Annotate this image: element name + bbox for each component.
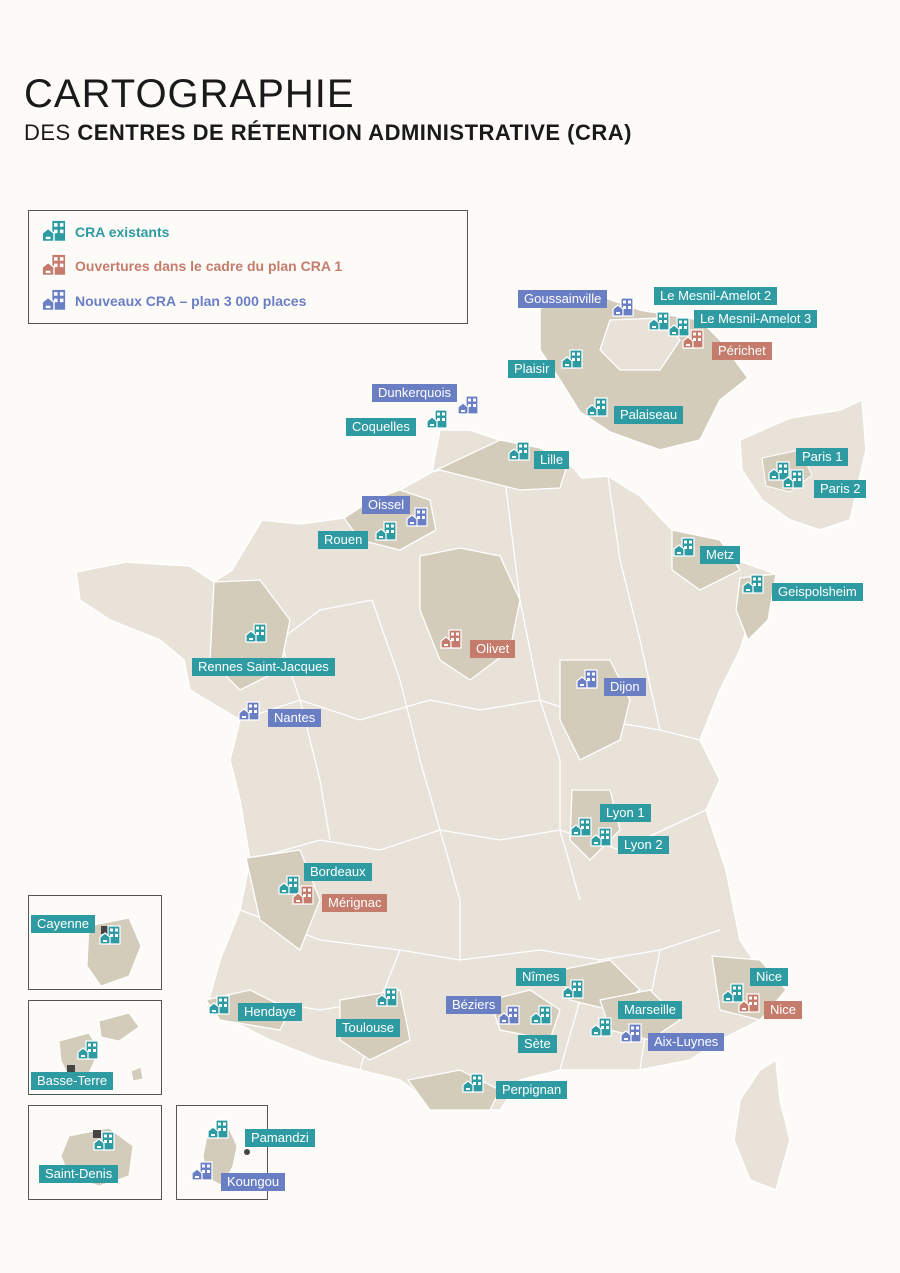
guyane-map [86, 917, 142, 987]
label-perichet: Périchet [712, 342, 772, 360]
legend: CRA existants Ouvertures dans le cadre d… [28, 210, 468, 324]
legend-item-existing: CRA existants [41, 219, 169, 245]
label-lyon-2: Lyon 2 [618, 836, 669, 854]
guadeloupe-map [58, 1012, 144, 1082]
label-nice-plan1: Nice [764, 1001, 803, 1019]
label-metz: Metz [700, 546, 741, 564]
label-olivet: Olivet [470, 640, 516, 658]
legend-item-new: Nouveaux CRA – plan 3 000 places [41, 288, 306, 314]
legend-label: Ouvertures dans le cadre du plan CRA 1 [75, 258, 343, 274]
inset-guyane: Cayenne [28, 895, 162, 990]
subtitle-bold: CENTRES DE RÉTENTION ADMINISTRATIVE (CRA… [77, 120, 632, 145]
label-mesnil-amelot-2: Le Mesnil-Amelot 2 [654, 287, 778, 305]
reunion-map [60, 1127, 134, 1187]
label-paris-1: Paris 1 [796, 448, 849, 466]
label-dunkerquois: Dunkerquois [372, 384, 457, 402]
label-basse-terre: Basse-Terre [31, 1072, 114, 1090]
label-rennes: Rennes Saint-Jacques [192, 658, 335, 676]
label-coquelles: Coquelles [346, 418, 416, 436]
label-lille: Lille [534, 451, 570, 469]
building-icon [41, 288, 67, 312]
label-perpignan: Perpignan [496, 1081, 568, 1099]
label-marseille: Marseille [618, 1001, 683, 1019]
label-pamandzi: Pamandzi [245, 1129, 315, 1147]
corsica [733, 1058, 791, 1191]
label-mesnil-amelot-3: Le Mesnil-Amelot 3 [694, 310, 818, 328]
label-hendaye: Hendaye [238, 1003, 303, 1021]
label-beziers: Béziers [446, 996, 502, 1014]
building-icon [41, 219, 67, 243]
label-nice-existing: Nice [750, 968, 789, 986]
inset-guadeloupe: Basse-Terre [28, 1000, 162, 1095]
building-icon [41, 253, 67, 277]
inset-reunion: Saint-Denis [28, 1105, 162, 1200]
legend-item-plan1: Ouvertures dans le cadre du plan CRA 1 [41, 253, 342, 279]
label-toulouse: Toulouse [336, 1019, 401, 1037]
label-plaisir: Plaisir [508, 360, 556, 378]
label-rouen: Rouen [318, 531, 369, 549]
label-geispolsheim: Geispolsheim [772, 583, 863, 601]
label-paris-2: Paris 2 [814, 480, 867, 498]
label-palaiseau: Palaiseau [614, 406, 684, 424]
subtitle-prefix: DES [24, 120, 78, 145]
label-dijon: Dijon [604, 678, 646, 696]
label-bordeaux: Bordeaux [304, 863, 372, 881]
legend-label: CRA existants [75, 224, 170, 240]
inset-mayotte: Pamandzi Koungou [176, 1105, 315, 1200]
legend-label: Nouveaux CRA – plan 3 000 places [75, 293, 307, 309]
label-koungou: Koungou [221, 1173, 286, 1191]
label-aix-luynes: Aix-Luynes [648, 1033, 725, 1051]
label-nimes: Nîmes [516, 968, 566, 986]
label-lyon-1: Lyon 1 [600, 804, 651, 822]
label-sete: Sète [518, 1035, 557, 1053]
map-title: CARTOGRAPHIE [24, 72, 355, 116]
label-saint-denis: Saint-Denis [39, 1165, 119, 1183]
label-goussainville: Goussainville [518, 290, 608, 308]
label-oissel: Oissel [362, 496, 411, 514]
label-merignac: Mérignac [322, 894, 388, 912]
label-nantes: Nantes [268, 709, 322, 727]
map-subtitle: DES CENTRES DE RÉTENTION ADMINISTRATIVE … [24, 120, 632, 146]
label-cayenne: Cayenne [31, 915, 96, 933]
